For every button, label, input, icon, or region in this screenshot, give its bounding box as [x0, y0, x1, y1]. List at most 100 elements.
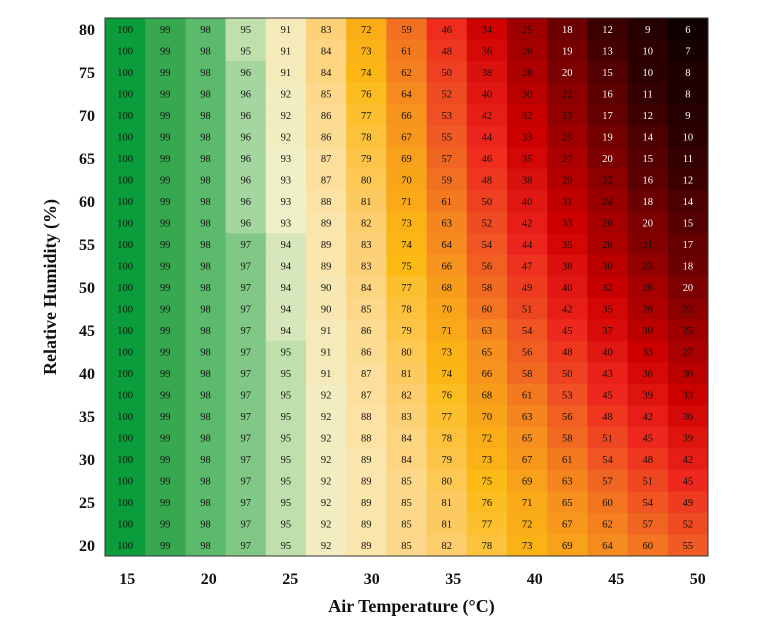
- heatmap-cell: [426, 469, 468, 492]
- cell-value-label: 99: [160, 154, 171, 165]
- heatmap-cell: [346, 276, 387, 299]
- heatmap-cell: [105, 534, 146, 557]
- cell-value-label: 85: [361, 305, 372, 316]
- cell-value-label: 54: [602, 455, 613, 466]
- cell-value-label: 100: [117, 455, 133, 466]
- cell-value-label: 85: [401, 520, 412, 531]
- heatmap-cell: [145, 319, 186, 342]
- cell-value-label: 96: [240, 154, 251, 165]
- cell-value-label: 100: [117, 477, 133, 488]
- heatmap-cell: [587, 39, 629, 62]
- cell-value-label: 99: [160, 412, 171, 423]
- heatmap-cell: [386, 469, 428, 492]
- cell-value-label: 33: [562, 218, 573, 229]
- x-tick-label: 35: [445, 571, 461, 588]
- heatmap-cell: [667, 362, 709, 385]
- cell-value-label: 52: [683, 520, 694, 531]
- cell-value-label: 92: [321, 434, 332, 445]
- cell-value-label: 50: [482, 197, 493, 208]
- heatmap-cell: [507, 104, 548, 127]
- cell-value-label: 12: [683, 175, 694, 186]
- cell-value-label: 8: [685, 89, 690, 100]
- heatmap-cell: [507, 534, 548, 557]
- cell-value-label: 43: [602, 369, 613, 380]
- heatmap-cell: [386, 61, 428, 84]
- heatmap-cell: [185, 340, 227, 363]
- cell-value-label: 92: [321, 477, 332, 488]
- heatmap-cell: [667, 426, 709, 449]
- heatmap-cell: [386, 426, 428, 449]
- heatmap-cell: [145, 233, 186, 256]
- heatmap-cell: [185, 125, 227, 148]
- heatmap-cell: [265, 426, 307, 449]
- cell-value-label: 98: [200, 434, 211, 445]
- cell-value-label: 99: [160, 68, 171, 79]
- heatmap-cell: [667, 39, 709, 62]
- cell-value-label: 70: [482, 412, 493, 423]
- heatmap-cell: [507, 319, 548, 342]
- y-tick-label: 60: [79, 194, 95, 211]
- heatmap-cell: [265, 104, 307, 127]
- cell-value-label: 51: [642, 477, 653, 488]
- heatmap-cell: [466, 297, 508, 320]
- heatmap-cell: [507, 211, 548, 234]
- heatmap-cell: [105, 168, 146, 191]
- cell-value-label: 81: [361, 197, 372, 208]
- heatmap-cell: [547, 405, 588, 428]
- heatmap-cell: [587, 254, 629, 277]
- heatmap-cell: [306, 297, 347, 320]
- cell-value-label: 36: [482, 46, 493, 57]
- cell-value-label: 26: [642, 283, 653, 294]
- heatmap-cell: [386, 448, 428, 471]
- cell-value-label: 17: [683, 240, 694, 251]
- cell-value-label: 20: [683, 283, 694, 294]
- cell-value-label: 23: [642, 261, 653, 272]
- heatmap-cell: [667, 319, 709, 342]
- heatmap-cell: [145, 18, 186, 41]
- cell-value-label: 49: [683, 498, 694, 509]
- cell-value-label: 99: [160, 391, 171, 402]
- cell-value-label: 42: [642, 412, 653, 423]
- heatmap-cell: [466, 383, 508, 406]
- heatmap-cell: [346, 233, 387, 256]
- heatmap-cell: [507, 426, 548, 449]
- cell-value-label: 23: [562, 111, 573, 122]
- cell-value-label: 29: [562, 175, 573, 186]
- cell-value-label: 95: [240, 46, 251, 57]
- y-axis-title: Relative Humidity (%): [40, 199, 61, 375]
- cell-value-label: 98: [200, 25, 211, 36]
- cell-value-label: 20: [642, 218, 653, 229]
- y-tick-label: 75: [79, 65, 95, 82]
- cell-value-label: 55: [683, 541, 694, 552]
- heatmap-cell: [587, 211, 629, 234]
- heatmap-cell: [105, 405, 146, 428]
- heatmap-cell: [627, 383, 669, 406]
- heatmap-cell: [265, 147, 307, 170]
- heatmap-cell: [386, 276, 428, 299]
- heatmap-cell: [386, 254, 428, 277]
- cell-value-label: 22: [683, 305, 694, 316]
- cell-value-label: 98: [200, 89, 211, 100]
- cell-value-label: 86: [321, 111, 332, 122]
- cell-value-label: 59: [401, 25, 412, 36]
- heatmap-cell: [225, 512, 267, 535]
- heatmap-cell: [426, 297, 468, 320]
- cell-value-label: 51: [522, 305, 533, 316]
- cell-value-label: 96: [240, 111, 251, 122]
- cell-value-label: 99: [160, 369, 171, 380]
- heatmap-cell: [507, 190, 548, 213]
- heatmap-cell: [105, 319, 146, 342]
- heatmap-cell: [346, 512, 387, 535]
- heatmap-cell: [145, 383, 186, 406]
- heatmap-cell: [346, 534, 387, 557]
- cell-value-label: 94: [281, 283, 292, 294]
- cell-value-label: 12: [602, 25, 613, 36]
- heatmap-cell: [306, 168, 347, 191]
- heatmap-cell: [306, 362, 347, 385]
- heatmap-cell: [426, 319, 468, 342]
- heatmap-cell: [105, 362, 146, 385]
- cell-value-label: 7: [685, 46, 690, 57]
- cell-value-label: 26: [522, 46, 533, 57]
- heatmap-cell: [466, 426, 508, 449]
- heatmap-cell: [265, 448, 307, 471]
